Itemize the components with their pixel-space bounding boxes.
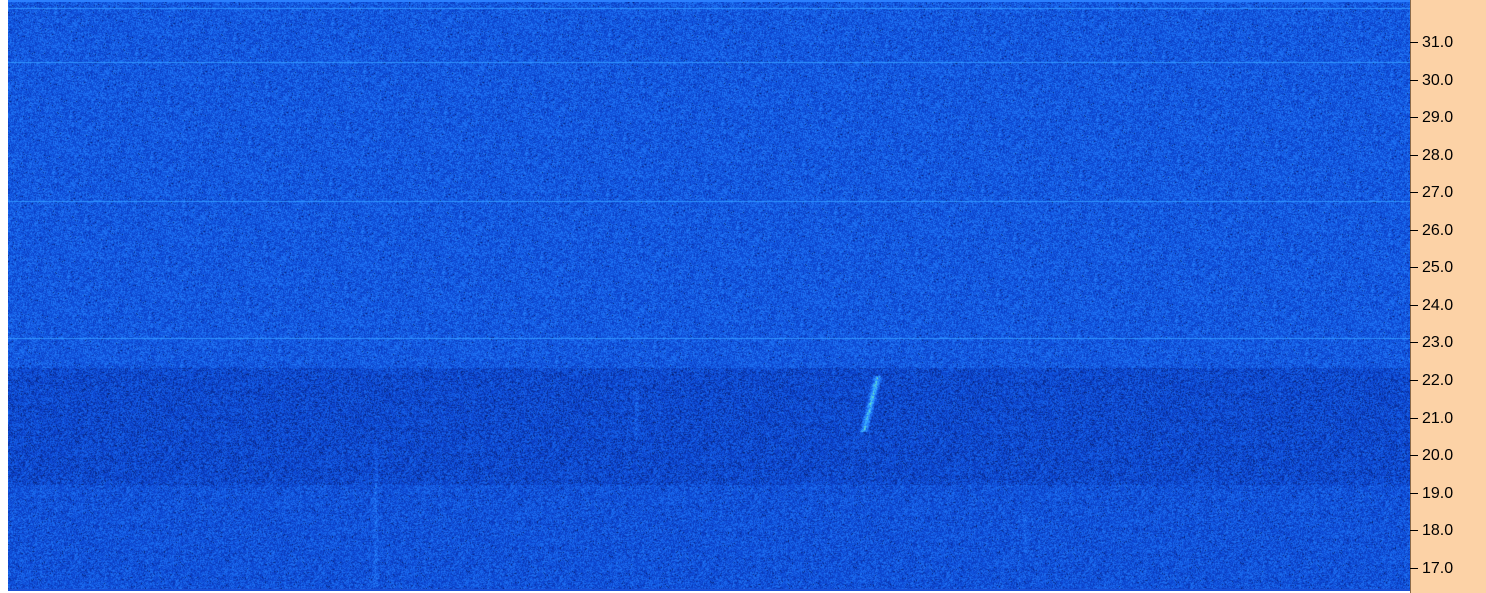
y-tick-label: 31.0 — [1422, 34, 1454, 52]
y-tick-mark — [1410, 154, 1418, 156]
plot-bottom-edge — [8, 589, 1410, 591]
y-tick-label: 26.0 — [1422, 221, 1454, 239]
y-tick-mark — [1410, 267, 1418, 269]
y-tick-mark — [1410, 79, 1418, 81]
y-tick-mark — [1410, 379, 1418, 381]
y-tick-label: 19.0 — [1422, 484, 1454, 502]
y-tick-mark — [1410, 567, 1418, 569]
spectrogram-plot-area — [8, 0, 1410, 591]
y-tick-label: 29.0 — [1422, 109, 1454, 127]
y-tick-mark — [1410, 117, 1418, 119]
y-tick-mark — [1410, 192, 1418, 194]
y-tick-label: 30.0 — [1422, 71, 1454, 89]
y-tick-label: 18.0 — [1422, 522, 1454, 540]
y-tick-label: 21.0 — [1422, 409, 1454, 427]
y-tick-mark — [1410, 42, 1418, 44]
y-tick-mark — [1410, 530, 1418, 532]
y-axis-panel: 31.0 30.0 29.0 28.0 27.0 26.0 25.0 24.0 23.0 22.0… — [1410, 0, 1486, 593]
y-tick-mark — [1410, 492, 1418, 494]
y-tick-mark — [1410, 417, 1418, 419]
y-tick-mark — [1410, 304, 1418, 306]
y-tick-label: 27.0 — [1422, 184, 1454, 202]
y-tick-label: 25.0 — [1422, 259, 1454, 277]
y-tick-label: 24.0 — [1422, 296, 1454, 314]
y-tick-label: 22.0 — [1422, 371, 1454, 389]
y-tick-mark — [1410, 342, 1418, 344]
y-tick-label: 17.0 — [1422, 559, 1454, 577]
spectrogram-heatmap — [8, 2, 1410, 591]
y-axis-line — [1410, 0, 1411, 593]
y-tick-mark — [1410, 229, 1418, 231]
y-tick-label: 23.0 — [1422, 334, 1454, 352]
y-tick-label: 28.0 — [1422, 146, 1454, 164]
y-tick-label: 20.0 — [1422, 447, 1454, 464]
y-tick-mark — [1410, 455, 1418, 456]
